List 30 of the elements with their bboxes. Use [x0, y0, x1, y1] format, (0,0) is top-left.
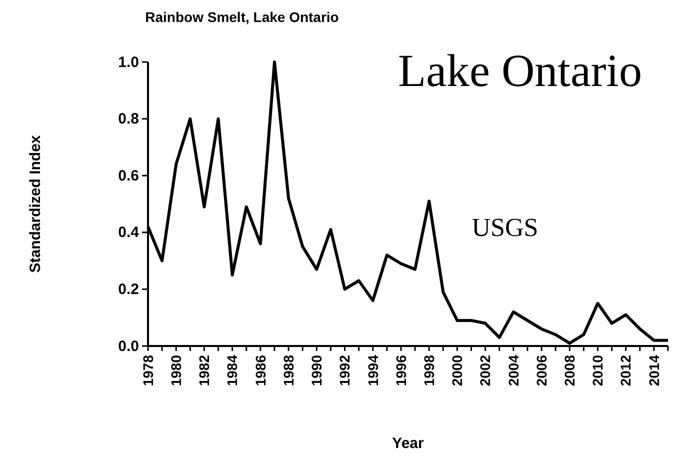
x-tick-label: 1996: [392, 354, 409, 386]
y-tick-label: 1.0: [118, 54, 139, 71]
x-tick-label: 2012: [618, 354, 634, 386]
x-tick-label: 1982: [196, 354, 212, 386]
x-tick-label: 2006: [533, 354, 550, 386]
x-tick-label: 1986: [252, 354, 268, 386]
y-tick-label: 0.4: [118, 224, 140, 242]
y-tick-label: 0.2: [118, 281, 139, 298]
x-tick-label: 1980: [168, 354, 184, 386]
x-tick-label: 1978: [140, 354, 156, 386]
x-tick-label: 1990: [308, 354, 325, 386]
chart-title: Rainbow Smelt, Lake Ontario: [145, 9, 339, 25]
x-tick-label: 2000: [449, 354, 466, 386]
x-tick-label: 1994: [364, 354, 381, 386]
x-tick-label: 1988: [280, 354, 296, 386]
y-tick-label: 0.8: [118, 110, 139, 128]
x-tick-label: 2014: [646, 354, 662, 386]
x-tick-label: 2010: [590, 354, 606, 386]
x-tick-label: 2004: [505, 354, 522, 386]
x-tick-label: 1992: [336, 354, 353, 386]
x-tick-label: 2002: [477, 354, 494, 386]
annotation: USGS: [472, 213, 538, 242]
x-tick-label: 1998: [420, 354, 437, 386]
annotation: Lake Ontario: [398, 45, 642, 96]
y-axis-title: Standardized Index: [27, 134, 44, 273]
x-axis-title: Year: [392, 435, 424, 452]
y-tick-label: 0.6: [118, 167, 139, 184]
x-tick-label: 2008: [562, 354, 578, 386]
x-tick-label: 1984: [224, 354, 240, 386]
y-tick-label: 0.0: [118, 338, 139, 355]
